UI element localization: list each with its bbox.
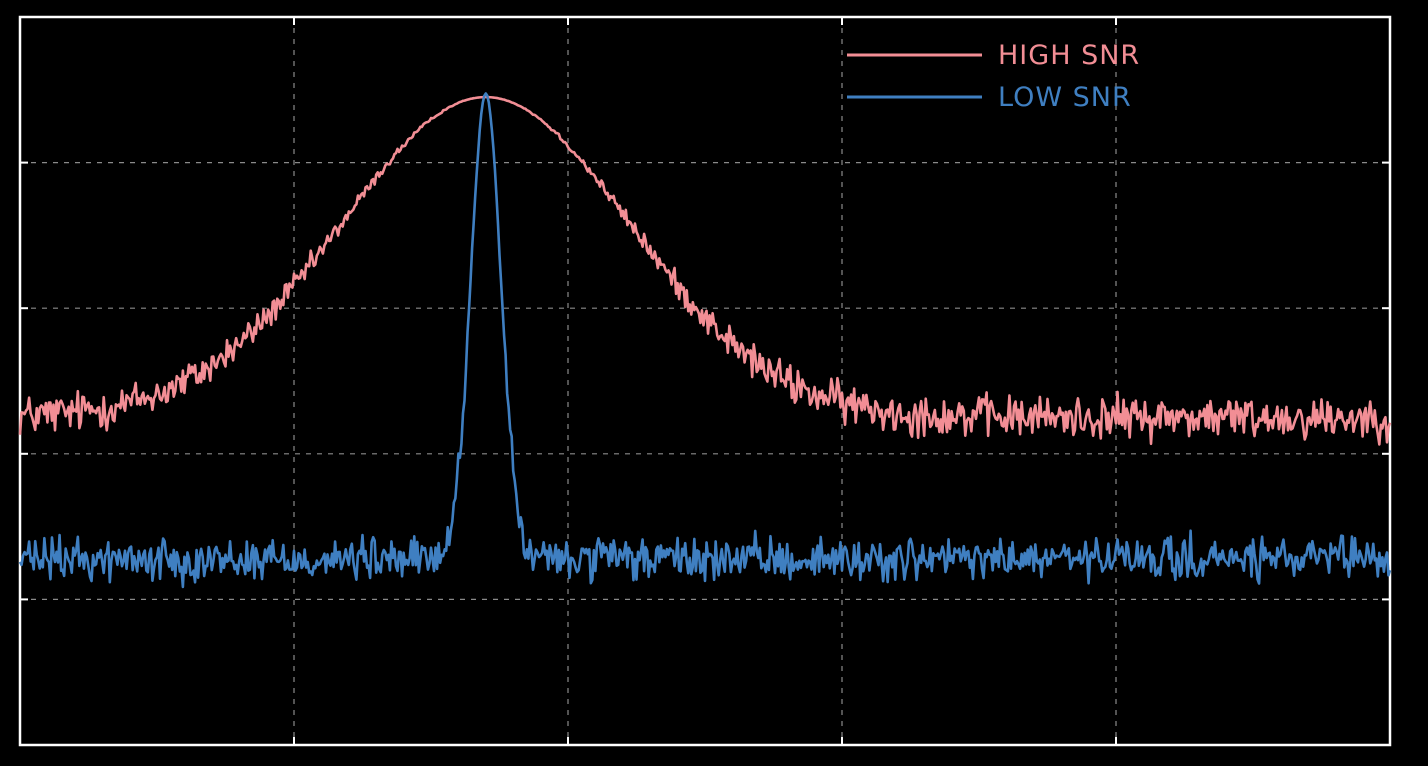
axis-ticks <box>20 17 1390 745</box>
series-line-low-snr <box>18 92 1392 589</box>
plot-background <box>20 17 1390 745</box>
series-line-high-snr <box>18 95 1392 446</box>
legend-label-low-snr: LOW SNR <box>998 82 1132 113</box>
series-lines <box>18 92 1392 589</box>
plot-frame <box>18 15 1392 747</box>
legend: HIGH SNR LOW SNR <box>847 40 1140 113</box>
legend-label-high-snr: HIGH SNR <box>998 40 1140 71</box>
grid-lines <box>20 17 1390 745</box>
